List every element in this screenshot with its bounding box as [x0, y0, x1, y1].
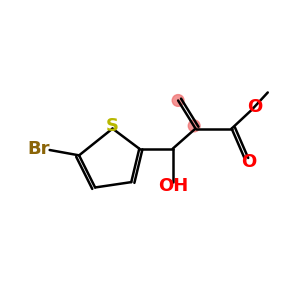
Text: O: O	[242, 153, 257, 171]
Text: S: S	[106, 117, 119, 135]
Circle shape	[188, 120, 200, 132]
Circle shape	[172, 94, 184, 106]
Text: Br: Br	[27, 140, 50, 158]
Text: O: O	[247, 98, 262, 116]
Text: OH: OH	[158, 177, 188, 195]
